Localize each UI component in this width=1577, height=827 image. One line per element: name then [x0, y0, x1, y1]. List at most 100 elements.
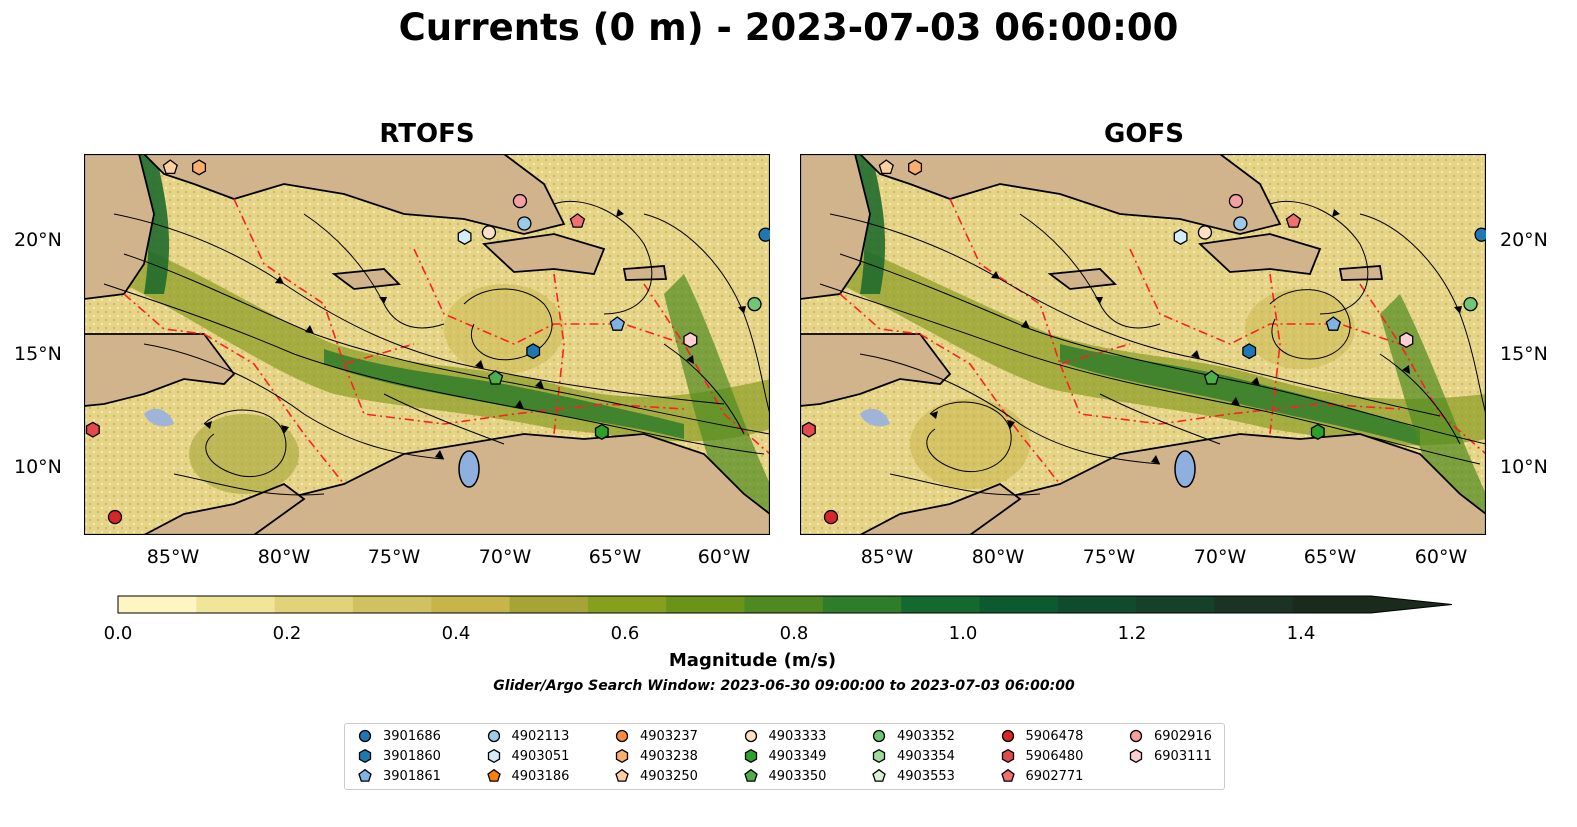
colorbar-tick-2: 0.4	[441, 623, 471, 644]
rtofs-float-marker	[526, 343, 541, 360]
rtofs-float-marker	[481, 225, 497, 240]
legend-item-label: 4903350	[768, 768, 827, 784]
jamaica-land	[331, 268, 401, 290]
colorbar-tick-4: 0.8	[779, 623, 809, 644]
colorbar-tick-3: 0.6	[610, 623, 640, 644]
colorbar-segment	[666, 596, 745, 613]
colorbar-segment	[979, 596, 1059, 613]
south-america-land	[948, 433, 1486, 535]
pentagon-marker-icon	[358, 768, 372, 782]
colorbar-segment	[822, 596, 902, 613]
map-frame	[84, 154, 770, 535]
lon-label-85w-rtofs: 85°W	[146, 546, 200, 568]
legend-item: 3901686	[357, 726, 441, 746]
rtofs-float-marker	[512, 193, 528, 209]
colorbar-segment	[431, 596, 511, 613]
puerto-rico-land	[1338, 265, 1384, 281]
lake-maracaibo	[458, 450, 480, 488]
lon-label-80w-gofs: 80°W	[971, 546, 1025, 568]
rtofs-float-markers	[85, 159, 770, 525]
circle-marker-icon	[1001, 729, 1014, 743]
legend-item-label: 5906480	[1025, 748, 1084, 764]
lon-label-65w-gofs: 65°W	[1303, 546, 1357, 568]
lat-label-10n-right: 10°N	[1500, 456, 1548, 478]
lat-label-20n-left: 20°N	[14, 229, 62, 251]
gofs-float-marker	[1399, 331, 1414, 349]
legend-item-label: 4903354	[897, 748, 955, 764]
rtofs-panel-title: RTOFS	[379, 119, 475, 149]
caribbean-current-band	[840, 244, 1486, 446]
legend-item-label: 6902771	[1025, 768, 1084, 784]
rtofs-float-marker	[517, 216, 532, 231]
legend-item-label: 4902113	[511, 728, 570, 744]
legend-item: 4903186	[486, 766, 570, 786]
cuba-land	[142, 154, 566, 235]
hexagon-marker-icon	[615, 748, 629, 764]
legend-item-label: 5906478	[1025, 728, 1084, 744]
colorbar-segment	[901, 596, 980, 613]
circle-marker-icon	[358, 729, 372, 743]
legend-item: 4903237	[614, 726, 698, 746]
colorbar-segment	[1136, 596, 1215, 613]
pentagon-marker-icon	[1000, 768, 1015, 782]
colorbar-label: Magnitude (m/s)	[668, 650, 837, 671]
rtofs-float-marker	[594, 423, 609, 440]
caribbean-current-core	[324, 349, 684, 439]
colorbar-segment	[744, 596, 824, 613]
colorbar-segment	[274, 596, 354, 613]
lat-label-20n-right: 20°N	[1500, 229, 1548, 251]
lat-label-15n-right: 15°N	[1500, 343, 1548, 365]
lon-label-85w-gofs: 85°W	[860, 546, 914, 568]
eddy-west	[910, 399, 1030, 489]
legend-item: 4903350	[743, 766, 827, 786]
legend-item-label: 4903186	[511, 768, 570, 784]
jamaica-land	[1047, 268, 1117, 290]
panama-land	[859, 482, 1022, 535]
map-frame	[800, 154, 1486, 535]
legend-item: 4903238	[614, 746, 698, 766]
hexagon-marker-icon	[744, 748, 757, 764]
rtofs-float-marker	[107, 509, 123, 525]
gofs-float-marker	[823, 509, 839, 525]
legend-item: 4903250	[614, 766, 698, 786]
eez-boundaries	[123, 198, 770, 485]
pentagon-marker-icon	[872, 768, 886, 782]
legend-item-label: 4903051	[511, 748, 570, 764]
central-america-land	[800, 333, 952, 407]
south-america-land	[232, 433, 770, 535]
rtofs-float-marker	[85, 421, 100, 438]
rtofs-float-marker	[162, 159, 178, 175]
colorbar-tick-7: 1.4	[1286, 623, 1316, 644]
float-legend: 3901686 3901860 3901861 4902113 4903051 49031…	[344, 723, 1225, 790]
gofs-float-marker	[1325, 316, 1342, 331]
eddy-central	[1245, 289, 1355, 369]
legend-item: 3901860	[357, 746, 441, 766]
rtofs-float-marker	[487, 369, 504, 385]
circle-marker-icon	[1129, 729, 1143, 743]
circle-marker-icon	[744, 729, 757, 743]
gofs-float-marker	[1474, 227, 1486, 242]
circle-marker-icon	[872, 729, 886, 743]
hexagon-marker-icon	[358, 748, 372, 764]
central-america-land	[84, 333, 236, 407]
cuba-land	[858, 154, 1282, 235]
rtofs-float-marker	[569, 213, 586, 228]
legend-item: 4903349	[743, 746, 827, 766]
landmasses	[800, 154, 1486, 535]
colorbar-segment	[1214, 596, 1294, 613]
lon-label-70w-rtofs: 70°W	[478, 546, 532, 568]
legend-item-label: 4903250	[640, 768, 698, 784]
gofs-panel-title: GOFS	[1104, 119, 1184, 149]
figure-title: Currents (0 m) - 2023-07-03 06:00:00	[398, 6, 1179, 49]
pentagon-marker-icon	[743, 768, 758, 782]
legend-item-label: 4903352	[897, 728, 955, 744]
legend-item: 5906478	[1000, 726, 1084, 746]
gofs-float-marker	[1197, 225, 1213, 240]
hispaniola-land	[1198, 233, 1322, 275]
colorbar-segment	[352, 596, 432, 613]
legend-item-label: 4903349	[768, 748, 827, 764]
magnitude-colorbar	[117, 595, 1453, 614]
gofs-float-marker	[1173, 228, 1188, 245]
rtofs-float-marker	[609, 316, 626, 331]
rtofs-float-marker	[457, 228, 472, 245]
